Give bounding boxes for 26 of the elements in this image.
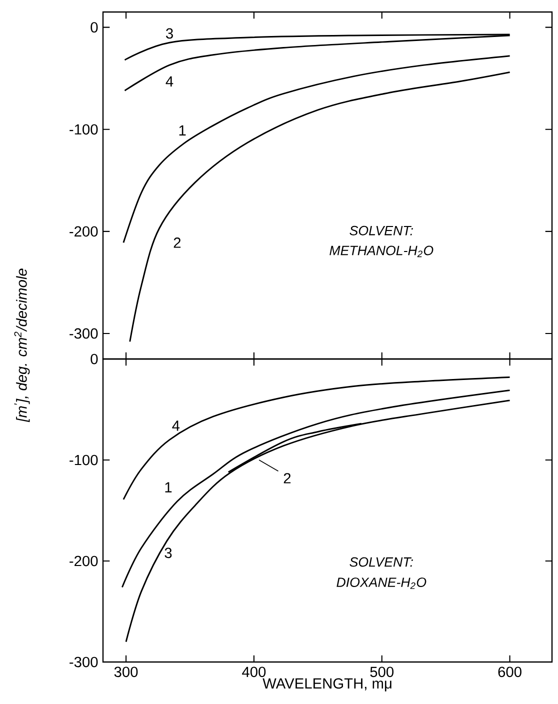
y-tick-label: 0 [90, 22, 98, 33]
series-label: 1 [165, 482, 172, 492]
y-tick-label: -200 [70, 556, 98, 566]
y-tick-label: -200 [70, 226, 98, 237]
y-axis-title: [m$^{′}$], deg. cm$^{2}$/decimole [14, 268, 30, 422]
x-tick-label: 600 [498, 666, 522, 678]
x-tick-label: 400 [242, 666, 266, 678]
series-label: 4 [166, 76, 174, 86]
series-label: 3 [166, 28, 173, 39]
series-label: 2 [284, 473, 291, 484]
annotation: DIOXANE-H$_{2}$O [336, 578, 426, 589]
annotation: SOLVENT: [350, 557, 413, 567]
y-tick-label: -300 [70, 328, 98, 339]
series-label: 3 [164, 548, 172, 558]
x-tick-label: 500 [370, 666, 394, 678]
series-label: 4 [172, 420, 180, 431]
y-tick-label: 0 [90, 354, 98, 364]
series-label: 1 [179, 125, 186, 136]
series-label: 2 [174, 238, 181, 248]
x-axis-title: WAVELENGTH, mμ [262, 678, 392, 692]
y-tick-label: -100 [70, 124, 98, 135]
annotation: SOLVENT: [350, 226, 413, 236]
annotation: METHANOL-H$_{2}$O [330, 246, 434, 258]
y-tick-label: -300 [70, 656, 98, 668]
x-tick-label: 300 [114, 666, 138, 678]
y-tick-label: -100 [70, 454, 98, 466]
